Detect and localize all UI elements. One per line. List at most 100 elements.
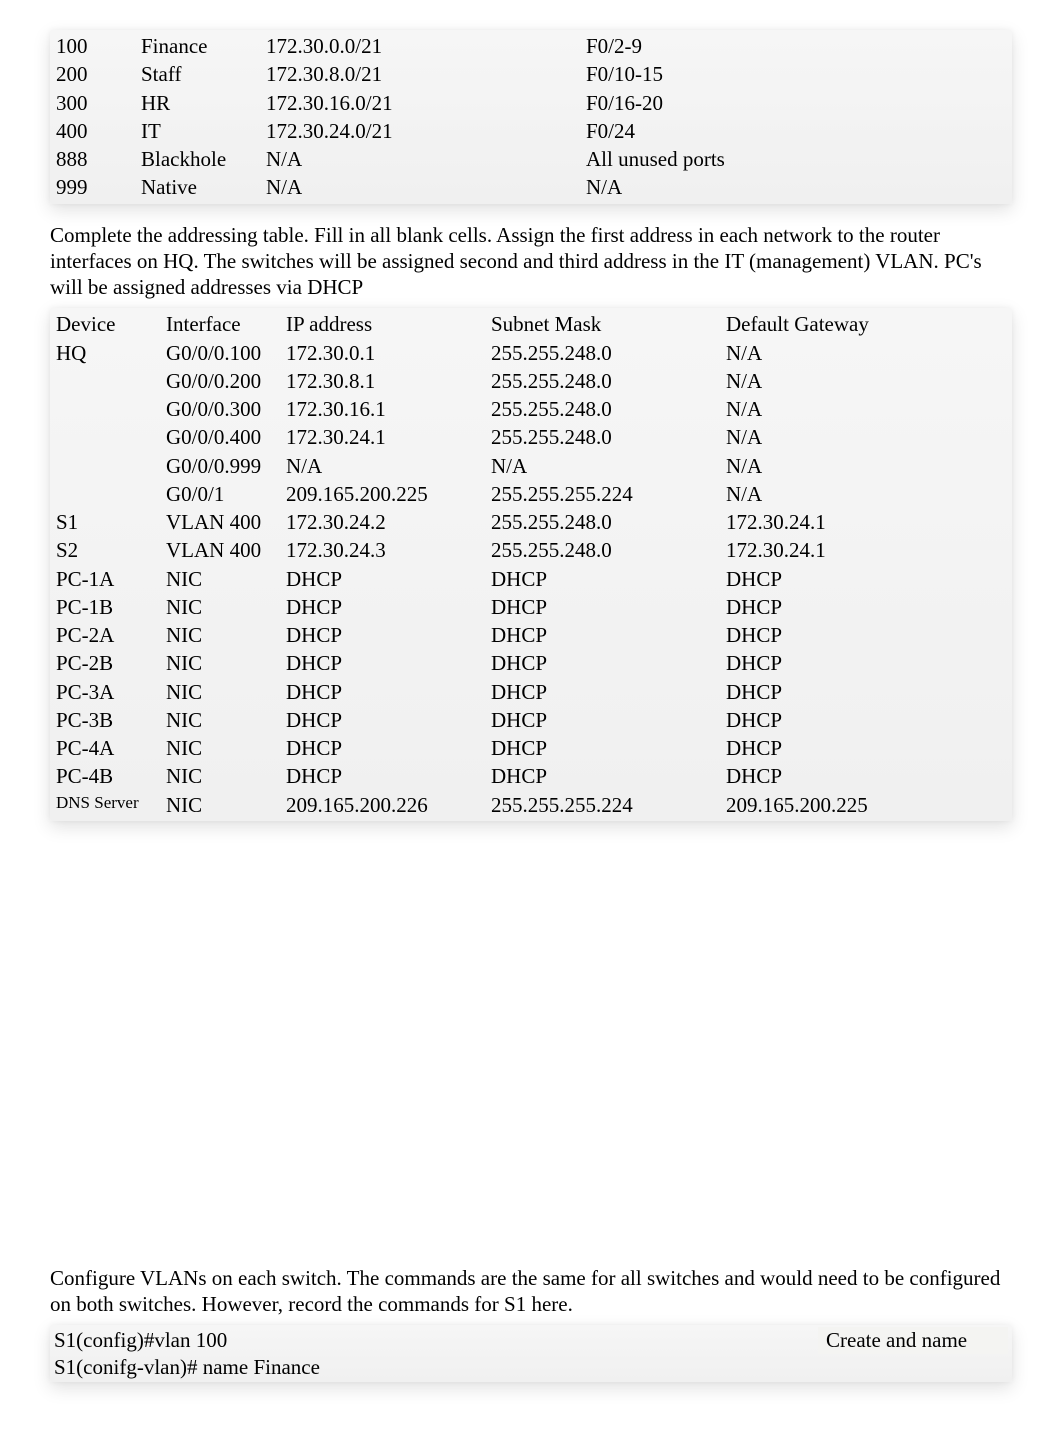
cell-gw: 172.30.24.1	[724, 508, 1008, 536]
cell-device	[54, 367, 164, 395]
table-row: DNS ServerNIC209.165.200.226255.255.255.…	[54, 791, 1008, 819]
vlan-table: 100Finance172.30.0.0/21F0/2-9200Staff172…	[54, 32, 1008, 202]
cell-device: PC-3A	[54, 678, 164, 706]
cell-gw: 172.30.24.1	[724, 536, 1008, 564]
table-row: G0/0/0.200172.30.8.1255.255.248.0N/A	[54, 367, 1008, 395]
cell-device: PC-2B	[54, 649, 164, 677]
cell-gw: N/A	[724, 367, 1008, 395]
cell-device	[54, 423, 164, 451]
cell-device: S2	[54, 536, 164, 564]
cell-name: IT	[139, 117, 264, 145]
cell-mask: DHCP	[489, 678, 724, 706]
cell-ip: 172.30.16.1	[284, 395, 489, 423]
cell-iface: NIC	[164, 593, 284, 621]
cmd-line-1: S1(config)#vlan 100	[54, 1327, 818, 1353]
table-row: HQG0/0/0.100172.30.0.1255.255.248.0N/A	[54, 339, 1008, 367]
cell-subnet: 172.30.24.0/21	[264, 117, 584, 145]
cell-ip: 172.30.24.2	[284, 508, 489, 536]
cell-gw: DHCP	[724, 762, 1008, 790]
cell-subnet: N/A	[264, 145, 584, 173]
cell-mask: DHCP	[489, 706, 724, 734]
cell-mask: DHCP	[489, 762, 724, 790]
cell-device: PC-4A	[54, 734, 164, 762]
cell-gw: DHCP	[724, 565, 1008, 593]
command-note: Create and name	[818, 1327, 1008, 1353]
cell-ports: F0/16-20	[584, 89, 1008, 117]
col-gateway: Default Gateway	[724, 310, 1008, 338]
cell-mask: DHCP	[489, 565, 724, 593]
table-row: PC-4ANICDHCPDHCPDHCP	[54, 734, 1008, 762]
cell-mask: DHCP	[489, 734, 724, 762]
cell-ip: DHCP	[284, 565, 489, 593]
cell-iface: G0/0/0.300	[164, 395, 284, 423]
cell-mask: 255.255.248.0	[489, 536, 724, 564]
cell-mask: 255.255.248.0	[489, 508, 724, 536]
cell-ip: 172.30.24.3	[284, 536, 489, 564]
cell-ip: N/A	[284, 452, 489, 480]
table-row: G0/0/0.999N/AN/AN/A	[54, 452, 1008, 480]
cell-iface: NIC	[164, 791, 284, 819]
table-row: PC-4BNICDHCPDHCPDHCP	[54, 762, 1008, 790]
cell-device	[54, 452, 164, 480]
cell-iface: G0/0/1	[164, 480, 284, 508]
cell-mask: 255.255.255.224	[489, 480, 724, 508]
cell-device: PC-1B	[54, 593, 164, 621]
col-interface: Interface	[164, 310, 284, 338]
addressing-table-box: Device Interface IP address Subnet Mask …	[50, 308, 1012, 821]
cell-iface: NIC	[164, 762, 284, 790]
table-row: 100Finance172.30.0.0/21F0/2-9	[54, 32, 1008, 60]
table-row: PC-3ANICDHCPDHCPDHCP	[54, 678, 1008, 706]
cell-mask: 255.255.248.0	[489, 339, 724, 367]
cell-device: HQ	[54, 339, 164, 367]
cell-mask: DHCP	[489, 649, 724, 677]
cell-iface: G0/0/0.100	[164, 339, 284, 367]
cell-device	[54, 395, 164, 423]
table-row: PC-1BNICDHCPDHCPDHCP	[54, 593, 1008, 621]
cell-mask: 255.255.248.0	[489, 423, 724, 451]
cell-ip: DHCP	[284, 621, 489, 649]
cell-subnet: 172.30.0.0/21	[264, 32, 584, 60]
cell-mask: 255.255.248.0	[489, 395, 724, 423]
cell-mask: DHCP	[489, 593, 724, 621]
cell-device: DNS Server	[54, 791, 164, 819]
command-box: S1(config)#vlan 100 S1(conifg-vlan)# nam…	[50, 1325, 1012, 1382]
col-mask: Subnet Mask	[489, 310, 724, 338]
table-row: 999NativeN/AN/A	[54, 173, 1008, 201]
cell-mask: DHCP	[489, 621, 724, 649]
cell-iface: VLAN 400	[164, 508, 284, 536]
table-header-row: Device Interface IP address Subnet Mask …	[54, 310, 1008, 338]
cell-iface: NIC	[164, 734, 284, 762]
cell-ip: 209.165.200.225	[284, 480, 489, 508]
cell-gw: DHCP	[724, 734, 1008, 762]
addressing-table: Device Interface IP address Subnet Mask …	[54, 310, 1008, 819]
cell-iface: G0/0/0.400	[164, 423, 284, 451]
cell-iface: NIC	[164, 649, 284, 677]
cell-ip: 209.165.200.226	[284, 791, 489, 819]
table-row: 300HR172.30.16.0/21F0/16-20	[54, 89, 1008, 117]
cell-iface: G0/0/0.999	[164, 452, 284, 480]
cell-ip: DHCP	[284, 678, 489, 706]
cell-device	[54, 480, 164, 508]
cell-ip: DHCP	[284, 593, 489, 621]
table-row: S1VLAN 400172.30.24.2255.255.248.0172.30…	[54, 508, 1008, 536]
cell-iface: VLAN 400	[164, 536, 284, 564]
cell-ports: F0/10-15	[584, 60, 1008, 88]
cell-subnet: 172.30.16.0/21	[264, 89, 584, 117]
cell-iface: NIC	[164, 678, 284, 706]
cell-ip: DHCP	[284, 706, 489, 734]
cell-ip: 172.30.24.1	[284, 423, 489, 451]
table-row: PC-3BNICDHCPDHCPDHCP	[54, 706, 1008, 734]
table-row: PC-1ANICDHCPDHCPDHCP	[54, 565, 1008, 593]
cell-gw: N/A	[724, 452, 1008, 480]
cell-ip: DHCP	[284, 649, 489, 677]
table-row: G0/0/0.400172.30.24.1255.255.248.0N/A	[54, 423, 1008, 451]
cell-gw: N/A	[724, 339, 1008, 367]
cell-device: PC-3B	[54, 706, 164, 734]
cell-ports: F0/2-9	[584, 32, 1008, 60]
table-row: 200Staff172.30.8.0/21F0/10-15	[54, 60, 1008, 88]
cell-gw: N/A	[724, 423, 1008, 451]
command-lines: S1(config)#vlan 100 S1(conifg-vlan)# nam…	[54, 1327, 818, 1380]
cell-subnet: N/A	[264, 173, 584, 201]
cell-gw: DHCP	[724, 593, 1008, 621]
col-device: Device	[54, 310, 164, 338]
